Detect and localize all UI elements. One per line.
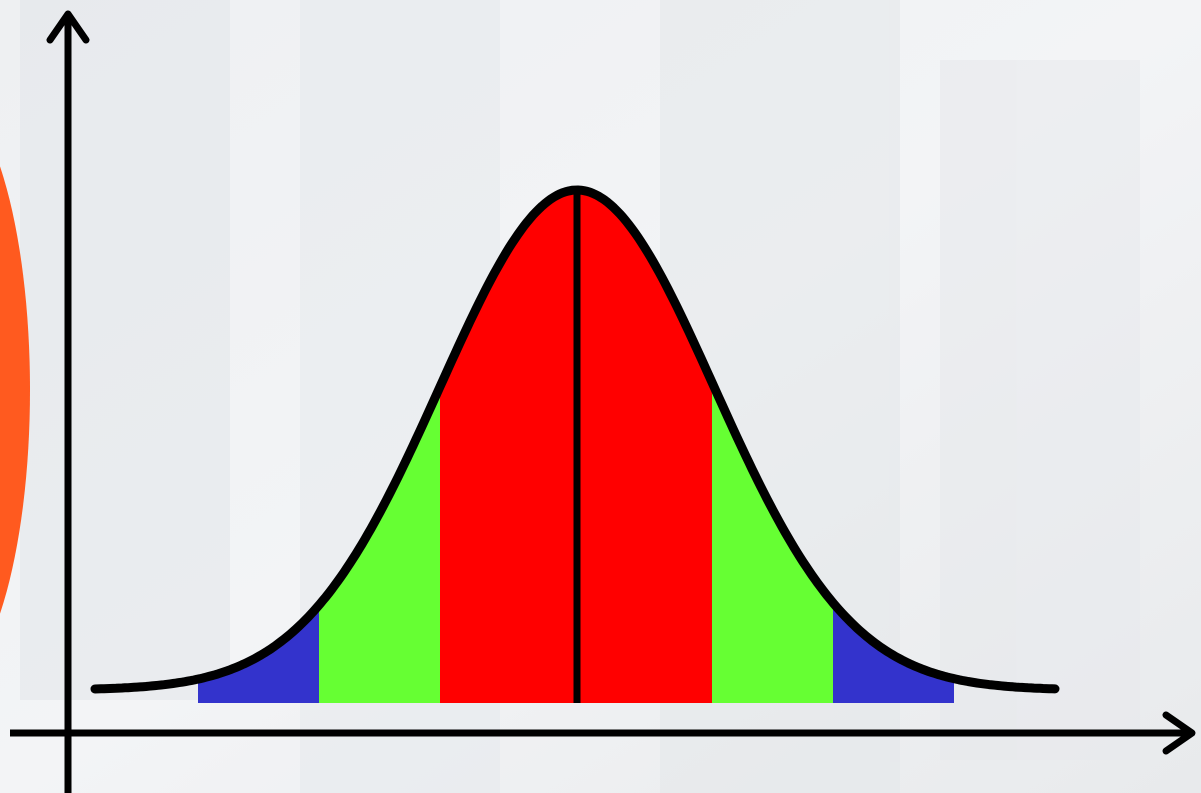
photo-shape [20,0,230,700]
bell-curve-diagram [0,0,1201,793]
photo-shape [940,60,1140,760]
page: (() => { JSON.parse(document.getElementB… [0,0,1201,793]
